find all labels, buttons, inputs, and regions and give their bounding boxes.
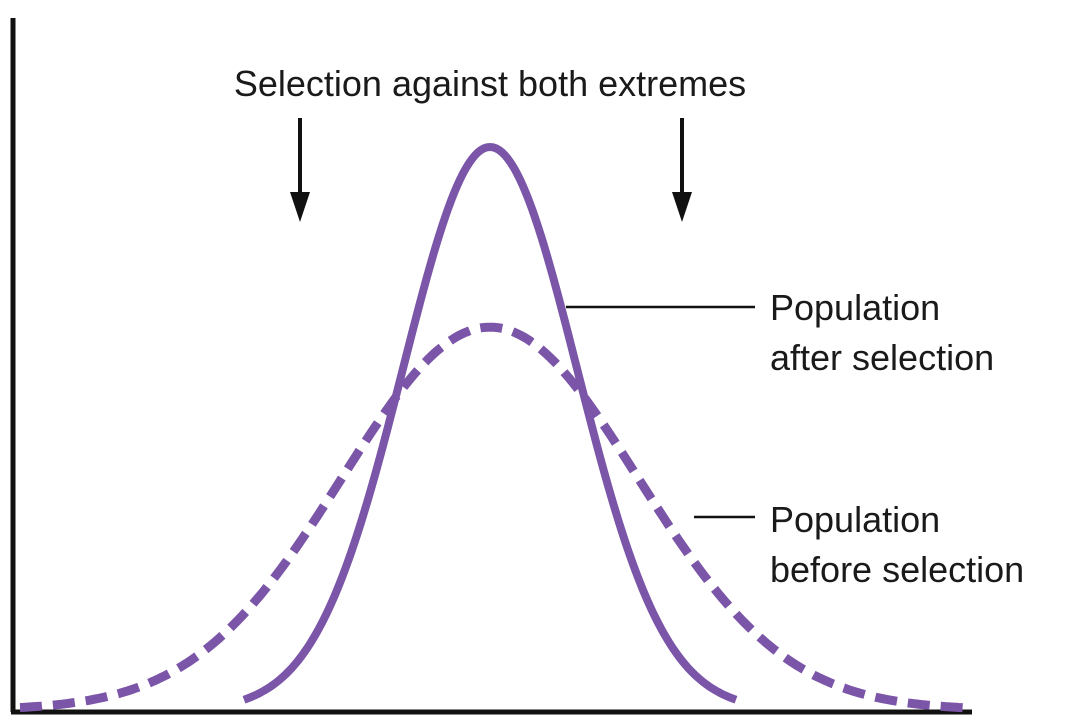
population-before-selection-curve	[19, 322, 969, 713]
population-after-selection-curve	[242, 142, 738, 704]
diagram-title: Selection against both extremes	[234, 63, 746, 104]
before-selection-label-line1: Population	[770, 499, 940, 540]
down-arrow-left-icon	[290, 118, 310, 222]
after-selection-label-line1: Population	[770, 287, 940, 328]
after-selection-label-line2: after selection	[770, 337, 994, 378]
before-selection-label-line2: before selection	[770, 549, 1024, 590]
down-arrow-right-icon	[672, 118, 692, 222]
